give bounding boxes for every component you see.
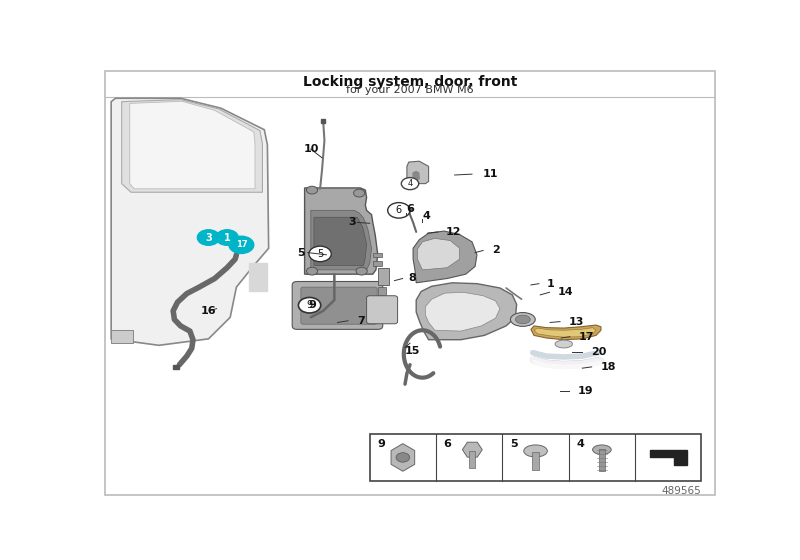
Text: 8: 8	[409, 273, 417, 283]
Text: 5: 5	[510, 439, 518, 449]
FancyBboxPatch shape	[366, 296, 398, 324]
Bar	[378, 268, 389, 285]
Text: 20: 20	[591, 347, 606, 357]
Ellipse shape	[524, 445, 547, 457]
Text: 6: 6	[406, 204, 414, 214]
Polygon shape	[418, 239, 459, 270]
Text: 14: 14	[558, 287, 573, 297]
Text: 16: 16	[201, 306, 216, 316]
Text: 3: 3	[348, 217, 356, 227]
Bar	[111, 330, 133, 343]
Text: 10: 10	[303, 144, 318, 154]
Text: Locking system, door, front: Locking system, door, front	[303, 75, 517, 89]
Text: 489565: 489565	[662, 486, 702, 496]
Polygon shape	[111, 98, 269, 346]
Bar	[598, 449, 605, 471]
Circle shape	[229, 236, 254, 254]
Bar	[378, 287, 386, 295]
Polygon shape	[650, 450, 687, 465]
Polygon shape	[426, 292, 500, 331]
Polygon shape	[314, 217, 366, 265]
Text: 5: 5	[317, 249, 323, 259]
Text: 1: 1	[546, 279, 554, 288]
Text: 6: 6	[396, 206, 402, 216]
Text: 3: 3	[205, 232, 212, 242]
Polygon shape	[407, 161, 429, 184]
Bar	[373, 261, 382, 265]
Circle shape	[402, 178, 418, 190]
Text: 12: 12	[446, 227, 462, 237]
Text: 1: 1	[224, 232, 230, 242]
Text: 4: 4	[576, 439, 584, 449]
Polygon shape	[310, 211, 371, 270]
Ellipse shape	[510, 312, 535, 326]
Text: 4: 4	[422, 211, 430, 221]
Circle shape	[356, 267, 367, 275]
Text: 17: 17	[578, 332, 594, 342]
Polygon shape	[534, 328, 596, 337]
Polygon shape	[416, 283, 517, 340]
Circle shape	[396, 452, 410, 462]
Text: 19: 19	[578, 386, 593, 396]
Text: 4: 4	[407, 179, 413, 188]
Polygon shape	[173, 365, 179, 369]
Text: 15: 15	[405, 346, 421, 356]
Text: 17: 17	[235, 240, 247, 249]
Polygon shape	[130, 101, 255, 189]
Circle shape	[306, 186, 318, 194]
Text: 2: 2	[492, 245, 499, 255]
Bar	[370, 433, 702, 481]
Ellipse shape	[515, 315, 530, 324]
Text: 5: 5	[297, 248, 305, 258]
FancyBboxPatch shape	[301, 287, 377, 324]
Ellipse shape	[555, 340, 573, 348]
Circle shape	[354, 189, 365, 197]
FancyBboxPatch shape	[292, 282, 382, 329]
Text: 9: 9	[308, 300, 316, 310]
Ellipse shape	[593, 445, 611, 454]
Circle shape	[298, 297, 321, 313]
Polygon shape	[531, 325, 601, 340]
Polygon shape	[122, 100, 262, 192]
Text: 9: 9	[377, 439, 385, 449]
Bar	[470, 451, 475, 468]
Circle shape	[388, 203, 410, 218]
Text: 9: 9	[306, 300, 313, 310]
Text: 7: 7	[358, 316, 365, 326]
Text: 6: 6	[443, 439, 451, 449]
Text: 18: 18	[601, 362, 617, 372]
Bar	[532, 452, 539, 469]
Polygon shape	[391, 444, 414, 471]
Circle shape	[216, 230, 238, 245]
Text: 13: 13	[569, 316, 584, 326]
Polygon shape	[413, 171, 419, 180]
Polygon shape	[413, 231, 477, 283]
Circle shape	[306, 267, 318, 275]
Circle shape	[198, 230, 220, 245]
Circle shape	[309, 246, 331, 262]
Text: for your 2007 BMW M6: for your 2007 BMW M6	[346, 85, 474, 95]
Text: 11: 11	[483, 169, 498, 179]
Polygon shape	[305, 188, 378, 274]
Bar	[373, 253, 382, 257]
Polygon shape	[462, 442, 482, 457]
Polygon shape	[249, 263, 267, 291]
